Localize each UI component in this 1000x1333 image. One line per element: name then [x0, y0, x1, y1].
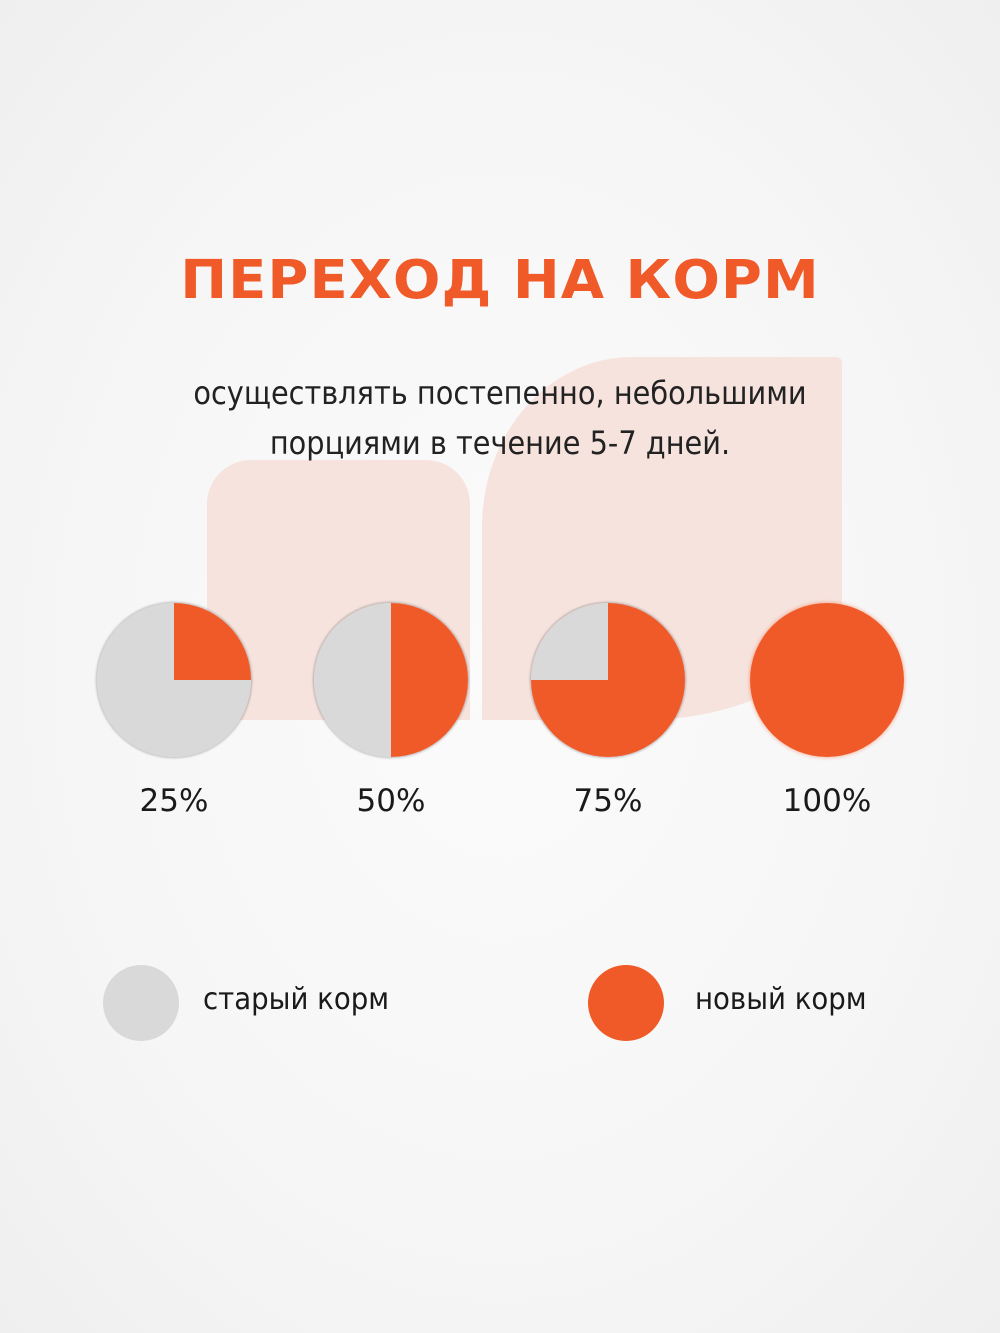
- pie-chart-step-2: [314, 603, 468, 757]
- page-title: ПЕРЕХОД НА КОРМ: [180, 249, 820, 312]
- subtitle: осуществлять постепенно, небольшими порц…: [50, 368, 950, 468]
- subtitle-line-1: осуществлять постепенно, небольшими: [193, 374, 807, 412]
- legend-old-food-label: старый корм: [203, 982, 390, 1017]
- orange-circle-icon: [588, 965, 664, 1041]
- legend-new-food-label: новый корм: [695, 982, 867, 1017]
- gray-circle-icon: [103, 965, 179, 1041]
- pie-chart-step-3: [531, 603, 685, 757]
- pie-label-step-2: 50%: [356, 783, 426, 819]
- pie-label-step-3: 75%: [573, 783, 643, 819]
- pie-chart-step-4: [750, 603, 904, 757]
- pie-row: [0, 603, 1000, 763]
- pie-chart-step-1: [97, 603, 251, 757]
- pie-label-step-4: 100%: [782, 783, 872, 819]
- subtitle-line-2: порциями в течение 5-7 дней.: [269, 424, 731, 462]
- pie-label-step-1: 25%: [139, 783, 209, 819]
